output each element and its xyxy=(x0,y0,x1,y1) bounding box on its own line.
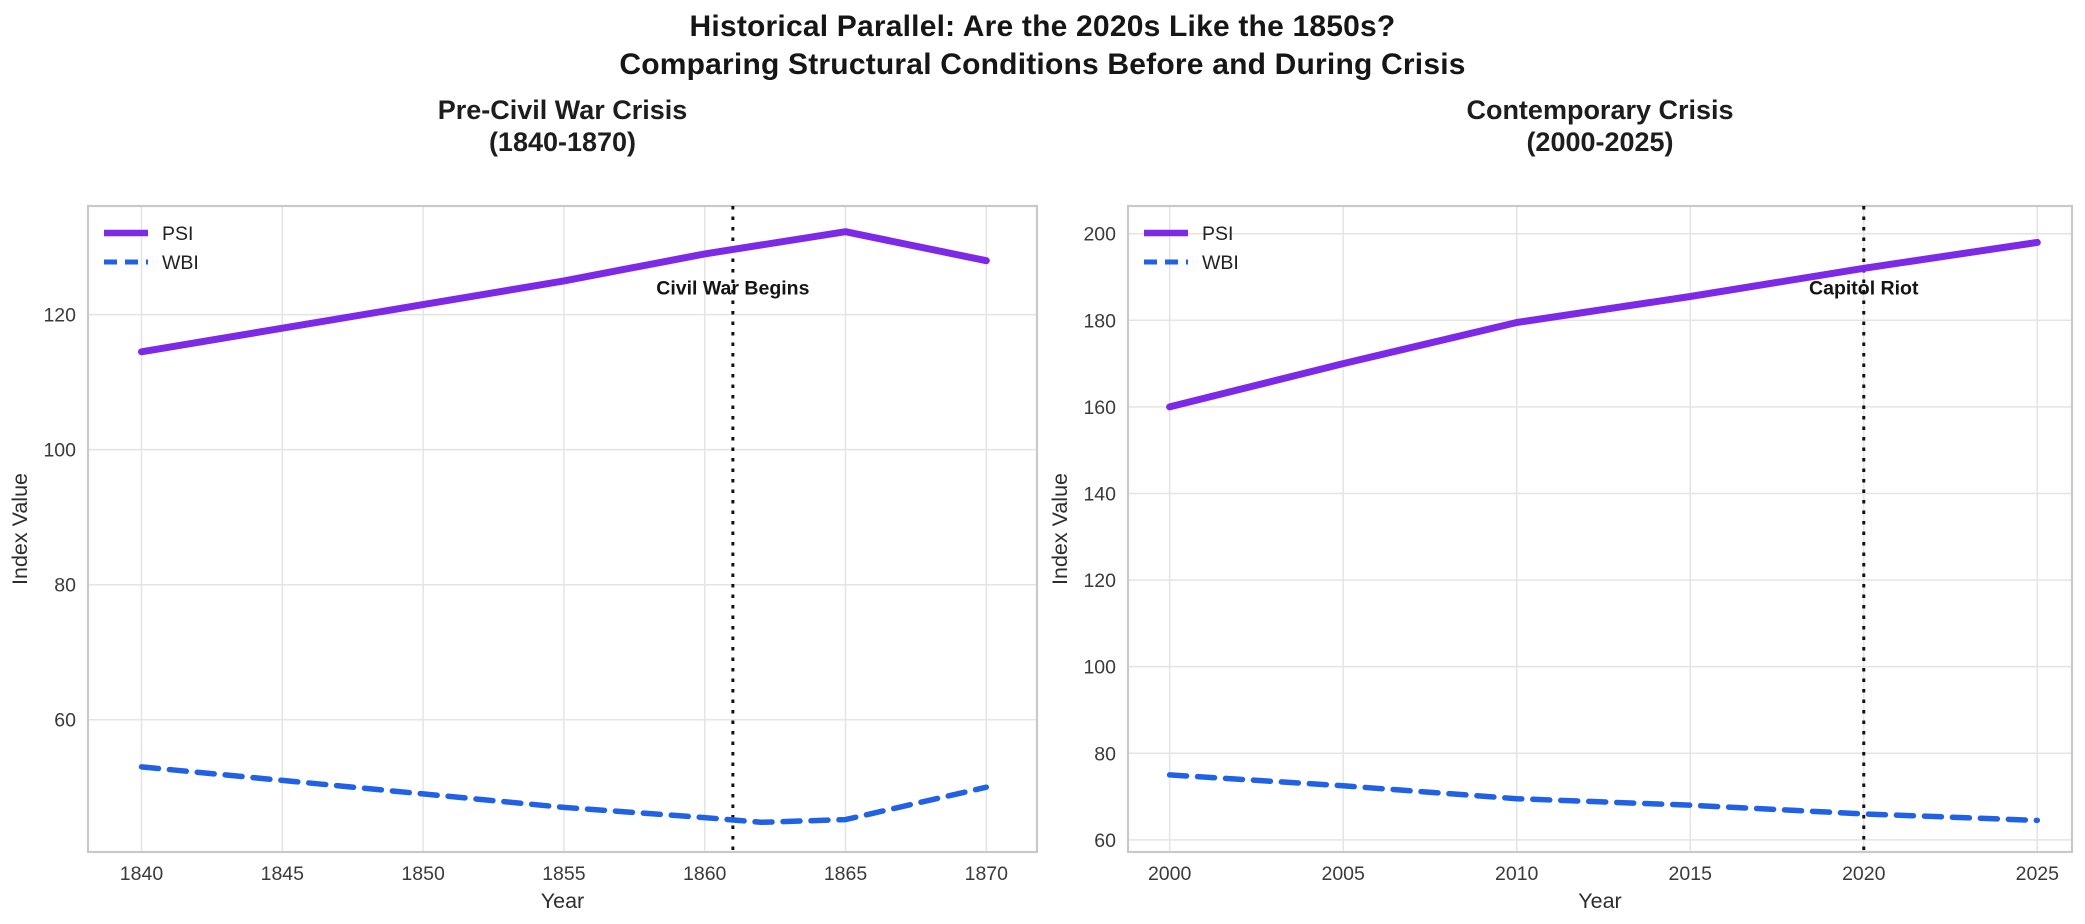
svg-text:2010: 2010 xyxy=(1495,863,1539,885)
gridlines xyxy=(88,206,1037,852)
svg-text:120: 120 xyxy=(43,305,76,327)
x-tick-labels: 2000 2005 2010 2015 2020 2025 xyxy=(1148,863,2059,885)
figure-title-line1: Historical Parallel: Are the 2020s Like … xyxy=(689,10,1396,43)
svg-text:160: 160 xyxy=(1083,397,1116,419)
pre-civil-war-chart: 1840 1845 1850 1855 1860 1865 1870 60 80 100 120 Ye… xyxy=(8,204,1039,913)
svg-text:100: 100 xyxy=(43,440,76,462)
plot-area xyxy=(1128,206,2072,852)
legend: PSI WBI xyxy=(104,223,199,274)
legend: PSI WBI xyxy=(1144,223,1239,274)
axes-spines xyxy=(86,204,1039,854)
svg-text:1855: 1855 xyxy=(542,863,586,885)
event-annotation: Civil War Begins xyxy=(656,277,809,299)
svg-text:1865: 1865 xyxy=(824,863,868,885)
y-axis-label: Index Value xyxy=(8,473,32,585)
svg-text:120: 120 xyxy=(1083,570,1116,592)
svg-text:2025: 2025 xyxy=(2016,863,2060,885)
svg-text:80: 80 xyxy=(1094,743,1116,765)
legend-label-psi: PSI xyxy=(1202,223,1233,245)
series-line-wbi xyxy=(138,764,990,826)
svg-text:200: 200 xyxy=(1083,224,1116,246)
plot-area xyxy=(88,206,1037,852)
contemporary-chart-title-line2: (2000-2025) xyxy=(1526,127,1674,158)
x-tick-labels: 1840 1845 1850 1855 1860 1865 1870 xyxy=(120,863,1008,885)
svg-text:1870: 1870 xyxy=(965,863,1009,885)
svg-text:2015: 2015 xyxy=(1669,863,1713,885)
contemporary-chart-title-line1: Contemporary Crisis xyxy=(1466,95,1734,125)
svg-text:1850: 1850 xyxy=(401,863,445,885)
series-line-psi xyxy=(138,228,990,356)
svg-text:1840: 1840 xyxy=(120,863,164,885)
svg-text:60: 60 xyxy=(1094,830,1116,852)
series-line-psi xyxy=(1166,238,2041,411)
svg-text:100: 100 xyxy=(1083,657,1116,679)
event-annotation: Capitol Riot xyxy=(1809,277,1919,299)
svg-text:2000: 2000 xyxy=(1148,863,1192,885)
contemporary-chart-title: Contemporary Crisis (2000-2025) xyxy=(1128,94,2072,159)
svg-text:1845: 1845 xyxy=(261,863,305,885)
legend-label-wbi: WBI xyxy=(162,252,199,274)
figure-title-line2: Comparing Structural Conditions Before a… xyxy=(619,48,1466,82)
series-line-wbi xyxy=(1166,772,2041,824)
svg-text:140: 140 xyxy=(1083,483,1116,505)
legend-label-wbi: WBI xyxy=(1202,252,1239,274)
figure-title: Historical Parallel: Are the 2020s Like … xyxy=(0,8,2085,84)
legend-label-psi: PSI xyxy=(162,223,193,245)
x-axis-label: Year xyxy=(1578,889,1621,913)
svg-text:80: 80 xyxy=(54,575,76,597)
svg-text:2020: 2020 xyxy=(1842,863,1886,885)
axes-spines xyxy=(1126,204,2074,854)
pre-civil-war-chart-title: Pre-Civil War Crisis (1840-1870) xyxy=(88,94,1037,159)
y-axis-label: Index Value xyxy=(1048,473,1072,585)
pre-civil-war-chart-title-line2: (1840-1870) xyxy=(488,127,637,158)
svg-text:1860: 1860 xyxy=(683,863,727,885)
svg-text:2005: 2005 xyxy=(1321,863,1365,885)
y-tick-labels: 60 80 100 120 140 160 180 200 xyxy=(1083,224,1116,852)
svg-text:60: 60 xyxy=(54,710,76,732)
svg-text:180: 180 xyxy=(1083,310,1116,332)
y-tick-labels: 60 80 100 120 xyxy=(43,305,76,732)
pre-civil-war-chart-title-line1: Pre-Civil War Crisis xyxy=(437,95,688,125)
gridlines xyxy=(1128,206,2072,852)
x-axis-label: Year xyxy=(541,889,584,913)
contemporary-chart: 2000 2005 2010 2015 2020 2025 60 80 100 120 140 160… xyxy=(1048,204,2074,913)
